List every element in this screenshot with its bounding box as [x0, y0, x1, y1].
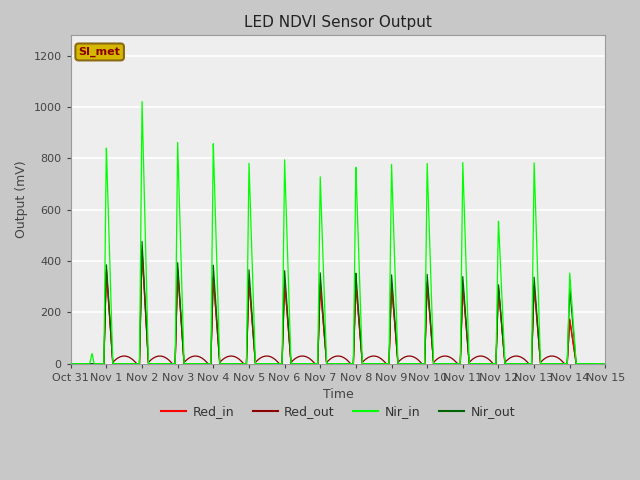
Legend: Red_in, Red_out, Nir_in, Nir_out: Red_in, Red_out, Nir_in, Nir_out: [156, 400, 520, 423]
Y-axis label: Output (mV): Output (mV): [15, 161, 28, 239]
Text: SI_met: SI_met: [79, 47, 120, 57]
Title: LED NDVI Sensor Output: LED NDVI Sensor Output: [244, 15, 432, 30]
X-axis label: Time: Time: [323, 388, 353, 401]
